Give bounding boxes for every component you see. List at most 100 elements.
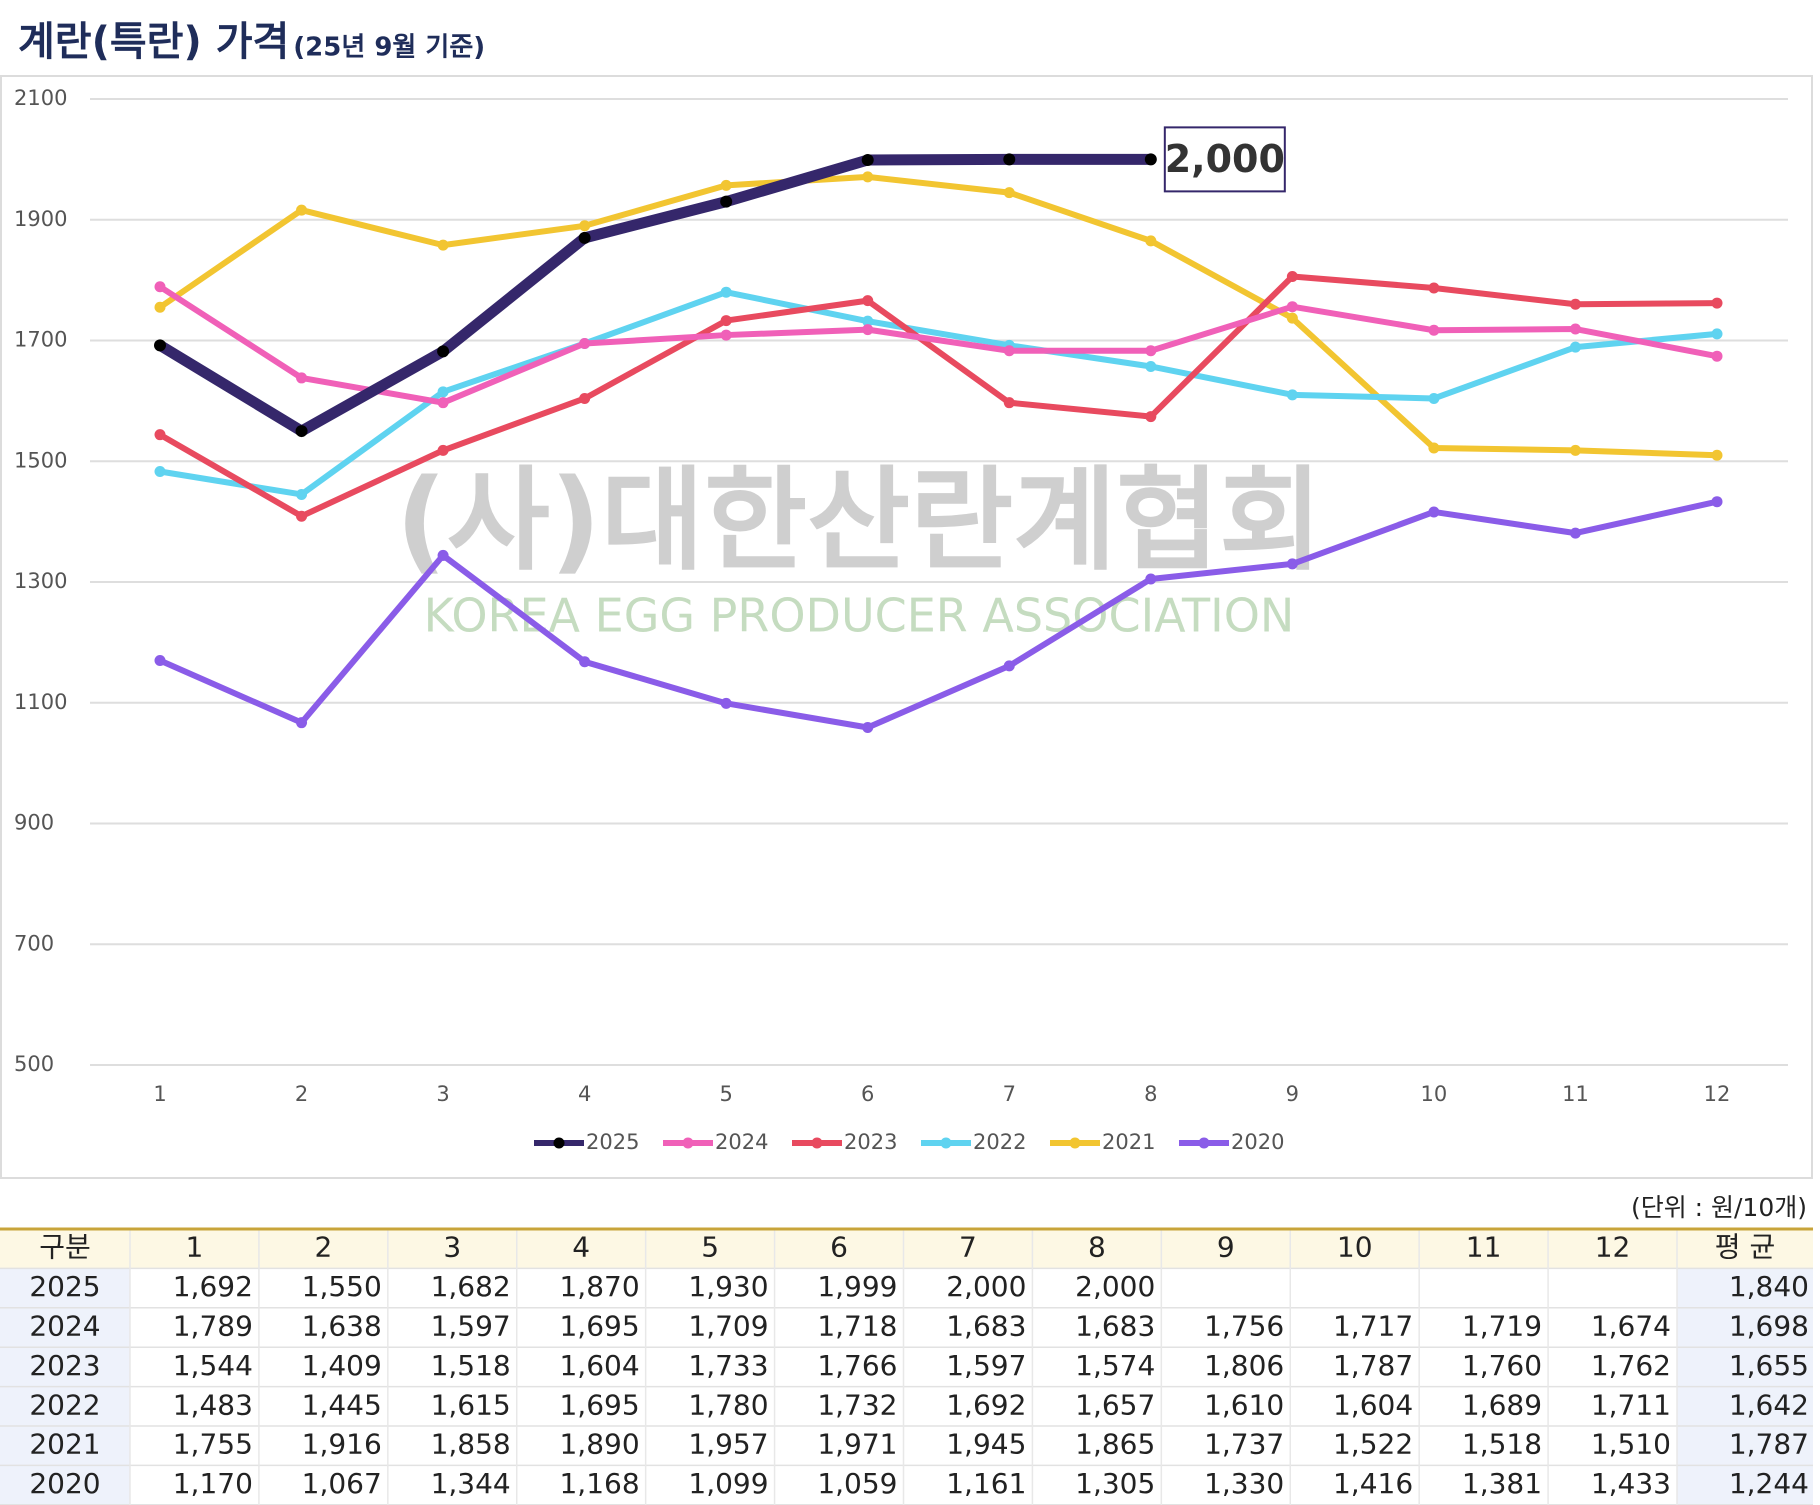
x-tick-label: 11 [1562, 1082, 1589, 1106]
header-cell: 구분 [39, 1231, 91, 1264]
table-cell: 1,604 [1333, 1388, 1413, 1421]
table-cell: 1,099 [688, 1467, 768, 1500]
y-tick-label: 900 [14, 811, 54, 835]
table-cell: 1,756 [1204, 1310, 1284, 1343]
y-tick-label: 1700 [14, 328, 67, 352]
point [154, 429, 166, 441]
point [1711, 496, 1723, 508]
table-cell: 1,930 [688, 1270, 768, 1303]
table-cell: 1,682 [431, 1270, 511, 1303]
table-cell: 1,544 [173, 1349, 253, 1382]
x-tick-label: 6 [861, 1082, 874, 1106]
point [154, 466, 166, 478]
avg-bg [1677, 1465, 1813, 1505]
series-line [158, 173, 1718, 459]
table-cell: 1,483 [173, 1388, 253, 1421]
table-cell: 1,732 [817, 1388, 897, 1421]
header-cell: 10 [1337, 1231, 1373, 1264]
table-cell: 1,615 [431, 1388, 511, 1421]
point [862, 315, 874, 327]
point [1711, 297, 1723, 309]
y-tick-label: 500 [14, 1052, 54, 1076]
point [1569, 444, 1581, 456]
annotation-box [1163, 126, 1286, 193]
table-cell: 1,597 [431, 1310, 511, 1343]
table-cell: 1,733 [688, 1349, 768, 1382]
x-tick-label: 9 [1286, 1082, 1299, 1106]
table-cell: 1,604 [559, 1349, 639, 1382]
point [1428, 442, 1440, 454]
row-label: 2024 [29, 1310, 100, 1343]
x-tick-label: 5 [719, 1082, 732, 1106]
point [296, 717, 308, 729]
table-cell: 1,510 [1591, 1428, 1671, 1461]
legend-label: 2021 [1102, 1130, 1155, 1154]
legend-dot [682, 1137, 694, 1149]
legend-dot [811, 1137, 823, 1149]
table-cell: 1,719 [1462, 1310, 1542, 1343]
point [295, 425, 308, 438]
point [1286, 301, 1298, 313]
point [1428, 324, 1440, 336]
table-cell: 1,692 [173, 1270, 253, 1303]
row-label: 2023 [29, 1349, 100, 1382]
row-label: 2020 [29, 1467, 100, 1500]
x-tick-label: 2 [295, 1082, 308, 1106]
point [1145, 360, 1157, 372]
table-cell: 1,890 [559, 1428, 639, 1461]
point [720, 195, 733, 208]
table-cell: 1,409 [302, 1349, 382, 1382]
point [1286, 312, 1298, 324]
header-bg [0, 1229, 1813, 1269]
avg-bg [1677, 1426, 1813, 1466]
y-tick-label: 1300 [14, 569, 67, 593]
table-cell: 1,168 [559, 1467, 639, 1500]
point [720, 315, 732, 327]
x-tick-label: 7 [1003, 1082, 1016, 1106]
table-cell: 1,161 [946, 1467, 1026, 1500]
table-cell: 1,692 [946, 1388, 1026, 1421]
table-cell: 1,858 [431, 1428, 511, 1461]
chart-subtitle: (25년 9월 기준) [293, 33, 485, 63]
table-cell: 1,518 [1462, 1428, 1542, 1461]
table-cell: 1,971 [817, 1428, 897, 1461]
point [154, 654, 166, 666]
header-cell: 7 [959, 1231, 977, 1264]
table-cell: 1,416 [1333, 1467, 1413, 1500]
table-cell: 1,717 [1333, 1310, 1413, 1343]
point [1428, 506, 1440, 518]
header-cell: 1 [186, 1231, 204, 1264]
avg-bg [1677, 1347, 1813, 1387]
table-cell: 1,683 [946, 1310, 1026, 1343]
row-label: 2025 [29, 1270, 100, 1303]
table-cell: 1,695 [559, 1388, 639, 1421]
point [296, 372, 308, 384]
point [579, 392, 591, 404]
row-label: 2021 [29, 1428, 100, 1461]
table-cell: 1,870 [559, 1270, 639, 1303]
x-tick-label: 10 [1421, 1082, 1448, 1106]
table-cell: 1,657 [1075, 1388, 1155, 1421]
series-line [158, 273, 1718, 520]
legend-label: 2022 [973, 1130, 1026, 1154]
header-cell: 2 [314, 1231, 332, 1264]
y-tick-label: 700 [14, 931, 54, 955]
table-cell: 1,766 [817, 1349, 897, 1382]
annotation: 2,000 [1165, 137, 1285, 181]
header-cell: 4 [572, 1231, 590, 1264]
point [1003, 345, 1015, 357]
point [1286, 389, 1298, 401]
legend-label: 2025 [586, 1130, 639, 1154]
header-cell: 5 [701, 1231, 719, 1264]
table-cell: 1,067 [302, 1467, 382, 1500]
watermark-en: KOREA EGG PRODUCER ASSOCIATION [424, 589, 1295, 643]
point [720, 329, 732, 341]
table-cell: 1,780 [688, 1388, 768, 1421]
table-cell: 1,711 [1591, 1388, 1671, 1421]
table-cell: 1,865 [1075, 1428, 1155, 1461]
table-cell: 1,445 [302, 1388, 382, 1421]
table-cell: 1,550 [302, 1270, 382, 1303]
point [1003, 397, 1015, 409]
point [1569, 298, 1581, 310]
point [1711, 328, 1723, 340]
